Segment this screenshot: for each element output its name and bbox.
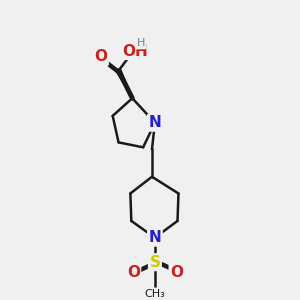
Text: CH₃: CH₃ (145, 289, 165, 299)
Text: H: H (137, 38, 145, 48)
Polygon shape (116, 70, 132, 98)
Text: N: N (148, 230, 161, 245)
Text: OH: OH (122, 44, 148, 59)
Text: O: O (127, 265, 140, 280)
Text: S: S (149, 255, 161, 270)
Text: O: O (94, 50, 107, 64)
Text: O: O (170, 265, 183, 280)
Text: N: N (148, 115, 161, 130)
